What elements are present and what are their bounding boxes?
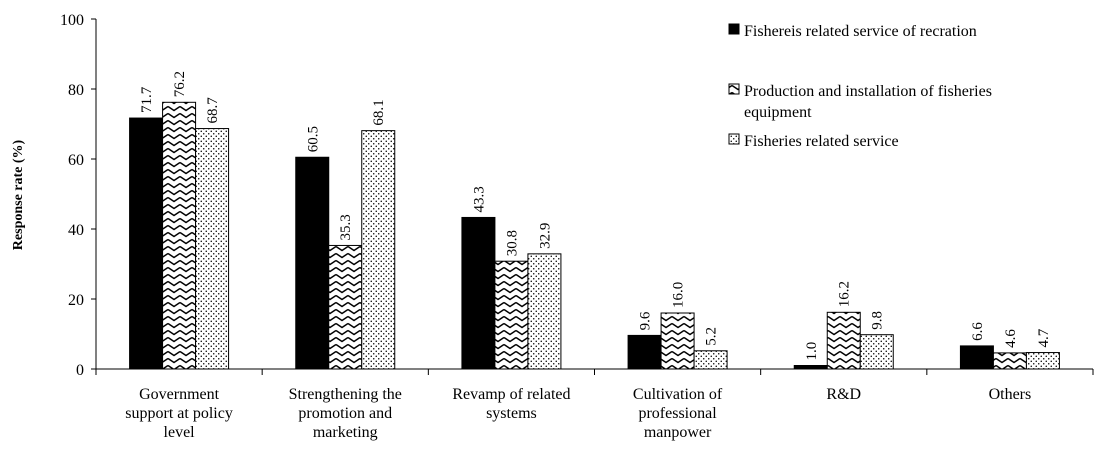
bar-1: [461, 216, 496, 370]
bar-value-label: 76.2: [172, 71, 188, 97]
y-tick-label: 0: [76, 362, 84, 379]
legend-label-2: Production and installation of fisheries…: [744, 83, 992, 121]
bar-2: [992, 352, 1027, 370]
bar-value-label: 9.8: [870, 311, 886, 330]
bar-3: [1025, 352, 1060, 370]
bar-3: [195, 128, 230, 370]
legend: Fishereis related service of recration Pr…: [728, 23, 992, 150]
bar-value-label: 60.5: [305, 126, 321, 152]
bar-3: [527, 253, 562, 370]
y-tick-label: 20: [68, 292, 84, 309]
bar-1: [129, 117, 164, 370]
legend-label-3: Fisheries related service: [744, 133, 899, 150]
y-tick-label: 40: [68, 222, 84, 239]
bar-value-label: 68.7: [205, 97, 221, 124]
bar-1: [627, 334, 662, 370]
legend-swatch-3: [728, 133, 740, 145]
x-tick-label: Cultivation of professional manpower: [633, 386, 723, 441]
bar-value-label: 4.7: [1036, 328, 1052, 347]
bar-value-label: 1.0: [804, 342, 820, 361]
bar-3: [859, 334, 894, 370]
bar-2: [494, 260, 529, 370]
bar-value-label: 9.6: [638, 311, 654, 330]
y-tick-label: 80: [68, 82, 84, 99]
bar-3: [693, 350, 728, 370]
bar-value-label: 30.8: [504, 230, 520, 256]
data-labels: 71.7 76.2 68.7 60.5 35.3 68.1 43.3 30.8 32.9 9.6 1…: [139, 71, 1052, 360]
bars: [129, 101, 1060, 370]
bar-1: [295, 156, 330, 370]
bar-value-label: 5.2: [704, 327, 720, 346]
bar-value-label: 16.0: [671, 282, 687, 308]
legend-swatch-2: [728, 83, 740, 95]
bar-value-label: 71.7: [139, 86, 155, 113]
bar-2: [660, 312, 695, 370]
x-tick-label: Government support at policy level: [125, 386, 233, 441]
bar-value-label: 6.6: [970, 322, 986, 341]
bar-2: [162, 101, 197, 370]
x-tick-labels: Government support at policy level Strength…: [125, 386, 1031, 441]
legend-label-1: Fishereis related service of recration: [744, 23, 977, 40]
bar-value-label: 32.9: [537, 223, 553, 249]
bar-value-label: 16.2: [837, 281, 853, 307]
bar-value-label: 68.1: [371, 99, 387, 125]
bar-2: [826, 311, 861, 370]
bar-value-label: 43.3: [471, 186, 487, 212]
x-tick-label: Revamp of related systems: [452, 386, 570, 422]
axes: 0 20 40 60 80 100: [60, 12, 1094, 379]
legend-swatch-1: [728, 23, 740, 35]
y-tick-label: 100: [60, 12, 84, 29]
y-tick-label: 60: [68, 152, 84, 169]
x-tick-label: R&D: [826, 386, 861, 403]
bar-value-label: 4.6: [1003, 329, 1019, 348]
y-axis-label: Response rate (%): [11, 139, 26, 250]
bar-3: [361, 130, 396, 370]
bar-value-label: 35.3: [338, 214, 354, 240]
bar-1: [959, 345, 994, 370]
bar-1: [793, 365, 828, 370]
x-tick-label: Others: [989, 386, 1032, 403]
x-tick-label: Strengthening the promotion and marketing: [289, 386, 402, 441]
bar-2: [328, 244, 363, 370]
